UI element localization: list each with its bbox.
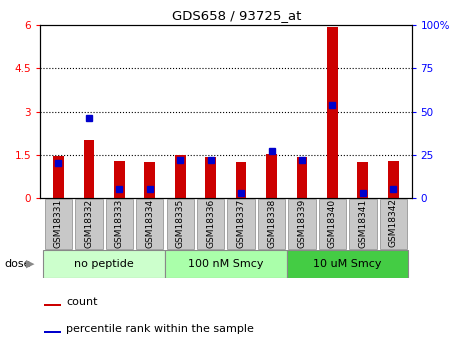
Text: GSM18341: GSM18341 — [359, 198, 368, 247]
Text: GSM18335: GSM18335 — [175, 198, 184, 248]
Bar — [84, 140, 94, 198]
Text: dose: dose — [5, 259, 31, 269]
FancyBboxPatch shape — [75, 199, 103, 249]
Bar — [388, 161, 399, 198]
Bar — [175, 155, 185, 198]
Bar — [266, 154, 277, 198]
Text: GSM18339: GSM18339 — [298, 198, 307, 248]
Text: GSM18337: GSM18337 — [236, 198, 245, 248]
FancyBboxPatch shape — [166, 199, 194, 249]
Bar — [144, 162, 155, 198]
FancyBboxPatch shape — [45, 199, 72, 249]
Text: GDS658 / 93725_at: GDS658 / 93725_at — [172, 9, 301, 21]
Bar — [287, 250, 409, 278]
Text: GSM18338: GSM18338 — [267, 198, 276, 248]
Text: GSM18333: GSM18333 — [115, 198, 124, 248]
FancyBboxPatch shape — [228, 199, 255, 249]
FancyBboxPatch shape — [319, 199, 346, 249]
FancyBboxPatch shape — [136, 199, 164, 249]
Bar — [44, 304, 61, 306]
FancyBboxPatch shape — [105, 199, 133, 249]
Bar — [165, 250, 287, 278]
Text: GSM18342: GSM18342 — [389, 198, 398, 247]
Bar — [205, 157, 216, 198]
Text: 100 nM Smcy: 100 nM Smcy — [188, 259, 263, 269]
Text: GSM18332: GSM18332 — [84, 198, 93, 247]
Text: GSM18331: GSM18331 — [54, 198, 63, 248]
FancyBboxPatch shape — [197, 199, 224, 249]
FancyBboxPatch shape — [258, 199, 285, 249]
Text: GSM18340: GSM18340 — [328, 198, 337, 247]
Bar — [358, 162, 368, 198]
FancyBboxPatch shape — [349, 199, 377, 249]
FancyBboxPatch shape — [288, 199, 315, 249]
Text: no peptide: no peptide — [74, 259, 134, 269]
Bar — [53, 156, 64, 198]
Text: percentile rank within the sample: percentile rank within the sample — [66, 324, 254, 334]
Bar — [236, 162, 246, 198]
Bar — [327, 27, 338, 198]
FancyBboxPatch shape — [379, 199, 407, 249]
Text: GSM18336: GSM18336 — [206, 198, 215, 248]
Bar — [297, 157, 307, 198]
Bar — [44, 331, 61, 333]
Text: GSM18334: GSM18334 — [145, 198, 154, 247]
Bar — [43, 250, 165, 278]
Text: count: count — [66, 297, 98, 307]
Bar — [114, 161, 125, 198]
Text: 10 uM Smcy: 10 uM Smcy — [313, 259, 382, 269]
Text: ▶: ▶ — [26, 259, 35, 269]
